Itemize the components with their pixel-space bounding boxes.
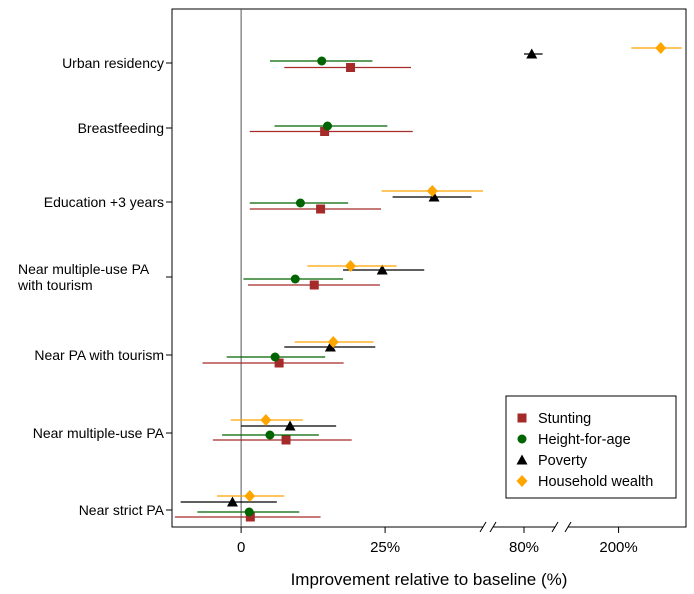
category-label: Education +3 years bbox=[44, 194, 164, 210]
axis-break-mark bbox=[489, 521, 497, 533]
legend-label: Height-for-age bbox=[538, 432, 631, 448]
axis-break-mark bbox=[551, 521, 559, 533]
point-marker-triangle bbox=[516, 454, 528, 465]
point-marker-diamond bbox=[244, 490, 256, 502]
point-marker-square bbox=[517, 413, 527, 423]
point-marker-square bbox=[320, 127, 330, 136]
point-marker-square bbox=[245, 512, 255, 522]
legend-label: Stunting bbox=[538, 411, 591, 427]
legend-item: Height-for-age bbox=[517, 432, 631, 448]
category-label: Breastfeeding bbox=[78, 120, 164, 136]
axis-break-mark bbox=[564, 521, 572, 533]
x-axis-title: Improvement relative to baseline (%) bbox=[291, 570, 568, 589]
point-marker-circle bbox=[317, 56, 327, 66]
point-marker-square bbox=[274, 358, 284, 368]
legend-label: Household wealth bbox=[538, 474, 653, 490]
point-marker-triangle bbox=[324, 341, 336, 352]
series-household-wealth bbox=[216, 42, 682, 502]
series-stunting bbox=[174, 63, 413, 522]
point-marker-triangle bbox=[428, 191, 440, 202]
point-marker-diamond bbox=[327, 336, 339, 348]
point-marker-diamond bbox=[516, 475, 528, 487]
point-marker-diamond bbox=[260, 414, 272, 426]
category-label: Near multiple-use PA with tourism bbox=[17, 261, 150, 293]
series-layer bbox=[174, 42, 682, 522]
reference-layer bbox=[171, 8, 687, 528]
series-height-for-age bbox=[197, 56, 388, 517]
plot-frame bbox=[171, 8, 687, 528]
point-marker-diamond bbox=[655, 42, 667, 54]
point-marker-circle bbox=[290, 274, 300, 284]
legend-item: Stunting bbox=[517, 411, 591, 427]
point-marker-triangle bbox=[376, 264, 388, 275]
category-label: Near PA with tourism bbox=[34, 347, 164, 363]
legend-item: Poverty bbox=[516, 453, 588, 469]
point-marker-square bbox=[316, 204, 326, 214]
x-tick-label: 80% bbox=[509, 539, 539, 556]
category-label: Urban residency bbox=[62, 55, 164, 71]
point-marker-circle bbox=[323, 121, 332, 131]
point-marker-circle bbox=[517, 434, 527, 444]
x-tick-label: 0 bbox=[237, 539, 245, 556]
category-label: Near strict PA bbox=[79, 502, 165, 518]
point-marker-circle bbox=[244, 507, 254, 517]
category-label: Near multiple-use PA bbox=[33, 425, 165, 441]
legend-item: Household wealth bbox=[516, 474, 653, 490]
point-marker-circle bbox=[265, 430, 275, 440]
point-marker-diamond bbox=[426, 185, 438, 197]
x-tick-label: 200% bbox=[599, 539, 637, 556]
point-marker-circle bbox=[295, 198, 305, 208]
series-poverty bbox=[180, 48, 543, 507]
legend-label: Poverty bbox=[538, 453, 588, 469]
x-axis: 0 25% 80% 200% bbox=[237, 521, 638, 556]
legend: Stunting Height-for-age Poverty Household w… bbox=[505, 395, 677, 499]
axis-break-mark bbox=[479, 521, 487, 533]
point-marker-triangle bbox=[284, 420, 296, 431]
axis-break-gap bbox=[483, 523, 493, 531]
axis-break-gap bbox=[555, 523, 568, 531]
point-marker-triangle bbox=[526, 48, 538, 59]
point-marker-triangle bbox=[226, 496, 238, 507]
legend-box bbox=[505, 395, 677, 499]
point-marker-circle bbox=[270, 352, 280, 362]
category-labels: Urban residency Breastfeeding Education +3… bbox=[17, 55, 172, 518]
x-tick-label: 25% bbox=[370, 539, 400, 556]
point-marker-square bbox=[309, 280, 319, 290]
point-marker-square bbox=[346, 63, 356, 72]
point-marker-square bbox=[281, 435, 291, 445]
point-marker-diamond bbox=[345, 260, 357, 272]
